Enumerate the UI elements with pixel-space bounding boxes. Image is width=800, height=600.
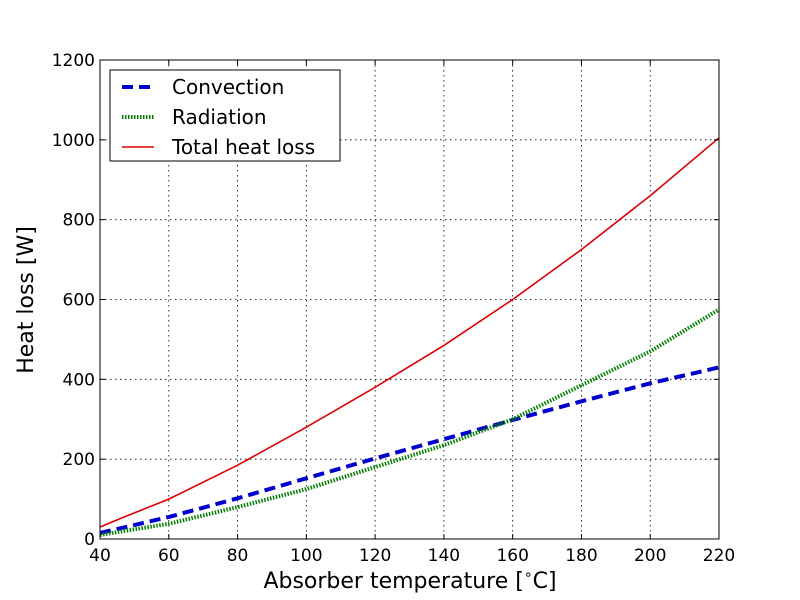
legend: Convection Radiation Total heat loss — [109, 69, 341, 162]
y-tick-label: 800 — [63, 211, 95, 231]
series-line-radiation — [99, 307, 721, 537]
legend-label: Total heat loss — [171, 135, 315, 159]
x-tick-label: 200 — [634, 546, 666, 566]
x-tick-label: 140 — [428, 546, 460, 566]
legend-label: Radiation — [172, 105, 267, 129]
series-lines — [99, 137, 721, 537]
y-tick-label: 1000 — [52, 131, 95, 151]
x-tick-label: 180 — [565, 546, 597, 566]
x-axis-label-unit: C] — [533, 569, 557, 594]
y-tick-label: 0 — [84, 530, 95, 550]
x-axis-label-degree: ∘ — [524, 567, 533, 583]
y-tick-label: 200 — [63, 450, 95, 470]
y-tick-label: 1200 — [52, 51, 95, 71]
x-tick-label: 220 — [703, 546, 735, 566]
x-axis-label-text: Absorber temperature [ — [263, 569, 523, 594]
x-tick-label: 160 — [496, 546, 528, 566]
y-tick-label: 400 — [63, 370, 95, 390]
x-tick-label: 120 — [359, 546, 391, 566]
x-tick-label: 40 — [89, 546, 111, 566]
series-line-total-heat-loss — [99, 137, 720, 528]
x-tick-label: 80 — [227, 546, 249, 566]
series-line-convection — [99, 365, 720, 535]
legend-label: Convection — [172, 75, 284, 99]
y-tick-label: 600 — [63, 291, 95, 311]
y-axis-label: Heat loss [W] — [14, 226, 39, 374]
x-tick-label: 60 — [158, 546, 180, 566]
x-axis-label: Absorber temperature [∘C] — [263, 567, 556, 594]
x-tick-label: 100 — [290, 546, 322, 566]
ticks: 40 60 80 100 120 140 160 180 200 220 0 200 400 600 800… — [52, 51, 735, 566]
